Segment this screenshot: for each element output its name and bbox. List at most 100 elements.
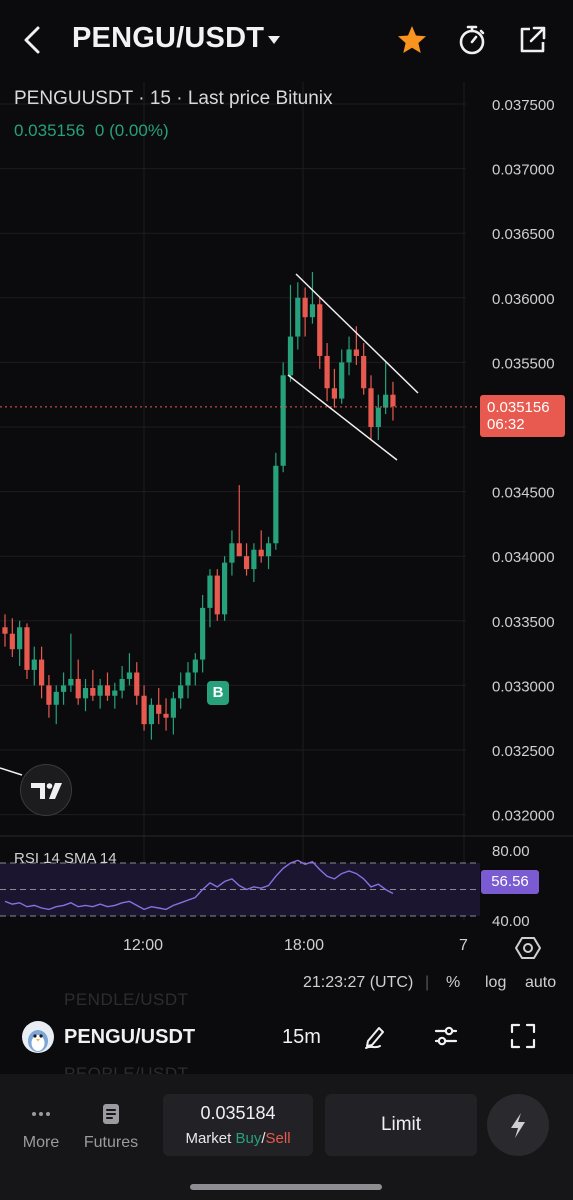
utc-clock[interactable]: 21:23:27 (UTC) xyxy=(303,974,414,991)
star-icon[interactable] xyxy=(394,22,430,58)
rsi-tick-label: 80.00 xyxy=(492,843,530,860)
home-indicator xyxy=(190,1184,382,1190)
interval-selector[interactable]: 15m xyxy=(282,1026,321,1048)
candle-body xyxy=(339,362,345,399)
candle-body xyxy=(236,543,242,557)
market-prefix: Market xyxy=(185,1130,236,1147)
candle-body xyxy=(119,678,125,691)
y-tick-label: 0.035500 xyxy=(492,355,555,372)
candle-body xyxy=(229,543,235,563)
candle-body xyxy=(9,633,15,650)
chart-last-price: 0.035156 0 (0.00%) xyxy=(14,121,179,141)
chart-symbol-line: PENGUUSDT · 15 · Last price Bitunix xyxy=(14,88,333,109)
candle-body xyxy=(309,304,316,318)
candle-body xyxy=(353,349,359,356)
candle-body xyxy=(126,672,133,679)
chart-area[interactable]: 0.037500 0.037000 0.036500 0.036000 0.035500… xyxy=(0,82,573,1002)
buy-marker[interactable]: B xyxy=(207,681,229,705)
pengu-avatar xyxy=(22,1021,54,1053)
candle-body xyxy=(280,375,286,466)
rsi-label: RSI 14 SMA 14 xyxy=(14,850,117,867)
candle-body xyxy=(148,704,154,725)
bottom-nav: More Futures 0.035184 Market Buy/Sell Li… xyxy=(0,1074,573,1200)
candle-body xyxy=(104,685,111,696)
candle-body xyxy=(302,297,308,318)
candle-body xyxy=(273,465,279,544)
time-label-day: 7 xyxy=(459,937,468,954)
candle-body xyxy=(141,695,147,725)
chart-footer: 21:23:27 (UTC) | % log auto xyxy=(0,970,573,996)
tradingview-logo-icon xyxy=(31,783,62,799)
nav-futures[interactable]: Futures xyxy=(76,1102,146,1152)
y-tick-label: 0.032000 xyxy=(492,808,555,825)
candle-body xyxy=(2,627,8,634)
channel-upper-line xyxy=(295,273,419,394)
candle-body xyxy=(178,685,184,699)
candle-body xyxy=(134,672,140,696)
y-tick-label: 0.037500 xyxy=(492,97,555,114)
nav-futures-label: Futures xyxy=(83,1134,139,1151)
nav-more[interactable]: More xyxy=(6,1102,76,1152)
candle-body xyxy=(112,690,118,696)
candle-body xyxy=(39,659,45,686)
candle-body xyxy=(90,687,96,696)
market-buy-sell-label: Market Buy/Sell xyxy=(163,1130,313,1147)
share-icon[interactable] xyxy=(514,22,550,58)
candle-body xyxy=(214,575,220,615)
candle-body xyxy=(207,575,213,608)
market-buy-sell-button[interactable]: 0.035184 Market Buy/Sell xyxy=(163,1094,313,1156)
candle-body xyxy=(60,685,67,692)
candle-body xyxy=(24,627,30,670)
tradingview-logo[interactable] xyxy=(20,764,72,816)
y-tick-label: 0.033500 xyxy=(492,614,555,631)
candle-body xyxy=(31,659,37,670)
chart-settings-icon[interactable] xyxy=(514,934,542,962)
draw-pen-icon[interactable] xyxy=(362,1022,390,1050)
time-label-1200: 12:00 xyxy=(123,937,164,954)
candle-body xyxy=(331,388,337,399)
pair-title[interactable]: PENGU/USDT xyxy=(72,22,265,54)
y-tick-label: 0.037000 xyxy=(492,162,555,179)
candle-body xyxy=(53,691,59,705)
candle-body xyxy=(185,672,191,686)
rsi-line xyxy=(4,859,394,911)
symbol-bar: PENDLE/USDT PENGU/USDT 15m PEOPLE/USDT xyxy=(0,990,573,1083)
candle-body xyxy=(97,685,103,696)
fullscreen-icon[interactable] xyxy=(509,1022,537,1050)
candlestick-chart[interactable]: 0.037500 0.037000 0.036500 0.036000 0.035500… xyxy=(0,82,573,1002)
candle-body xyxy=(170,698,176,718)
footer-divider: | xyxy=(425,974,430,991)
candle-body xyxy=(222,562,228,615)
limit-order-button[interactable]: Limit xyxy=(325,1094,477,1156)
candle-body xyxy=(17,627,23,650)
quick-trade-button[interactable] xyxy=(487,1094,549,1156)
stopwatch-icon[interactable] xyxy=(454,22,490,58)
time-label-1800: 18:00 xyxy=(284,937,325,954)
futures-document-icon xyxy=(103,1104,119,1124)
y-tick-label: 0.034000 xyxy=(492,549,555,566)
candle-body xyxy=(200,607,206,660)
log-toggle[interactable]: log xyxy=(485,974,507,991)
last-price-value: 0.035156 xyxy=(14,121,85,140)
lightning-bolt-icon xyxy=(511,1113,525,1138)
penguin-icon xyxy=(28,1030,48,1052)
caret-down-icon[interactable] xyxy=(266,34,282,46)
rsi-value-tag: 56.56 xyxy=(481,870,539,894)
channel-lower-line xyxy=(287,374,398,461)
more-dots-icon xyxy=(32,1112,50,1116)
candle-body xyxy=(287,336,294,376)
buy-label: Buy xyxy=(235,1130,262,1147)
candle-body xyxy=(390,394,396,407)
ghost-symbol-above: PENDLE/USDT xyxy=(64,990,189,1009)
auto-toggle[interactable]: auto xyxy=(525,974,557,991)
nav-more-label: More xyxy=(22,1134,60,1151)
back-arrow-icon[interactable] xyxy=(14,22,50,58)
price-change: 0 (0.00%) xyxy=(94,121,169,140)
symbol-name[interactable]: PENGU/USDT xyxy=(64,1026,196,1048)
indicator-settings-icon[interactable] xyxy=(432,1022,460,1050)
candle-body xyxy=(265,543,272,557)
percent-toggle[interactable]: % xyxy=(446,974,461,991)
candle-body xyxy=(192,659,198,673)
y-tick-label: 0.036500 xyxy=(492,226,555,243)
candle-body xyxy=(346,349,352,363)
